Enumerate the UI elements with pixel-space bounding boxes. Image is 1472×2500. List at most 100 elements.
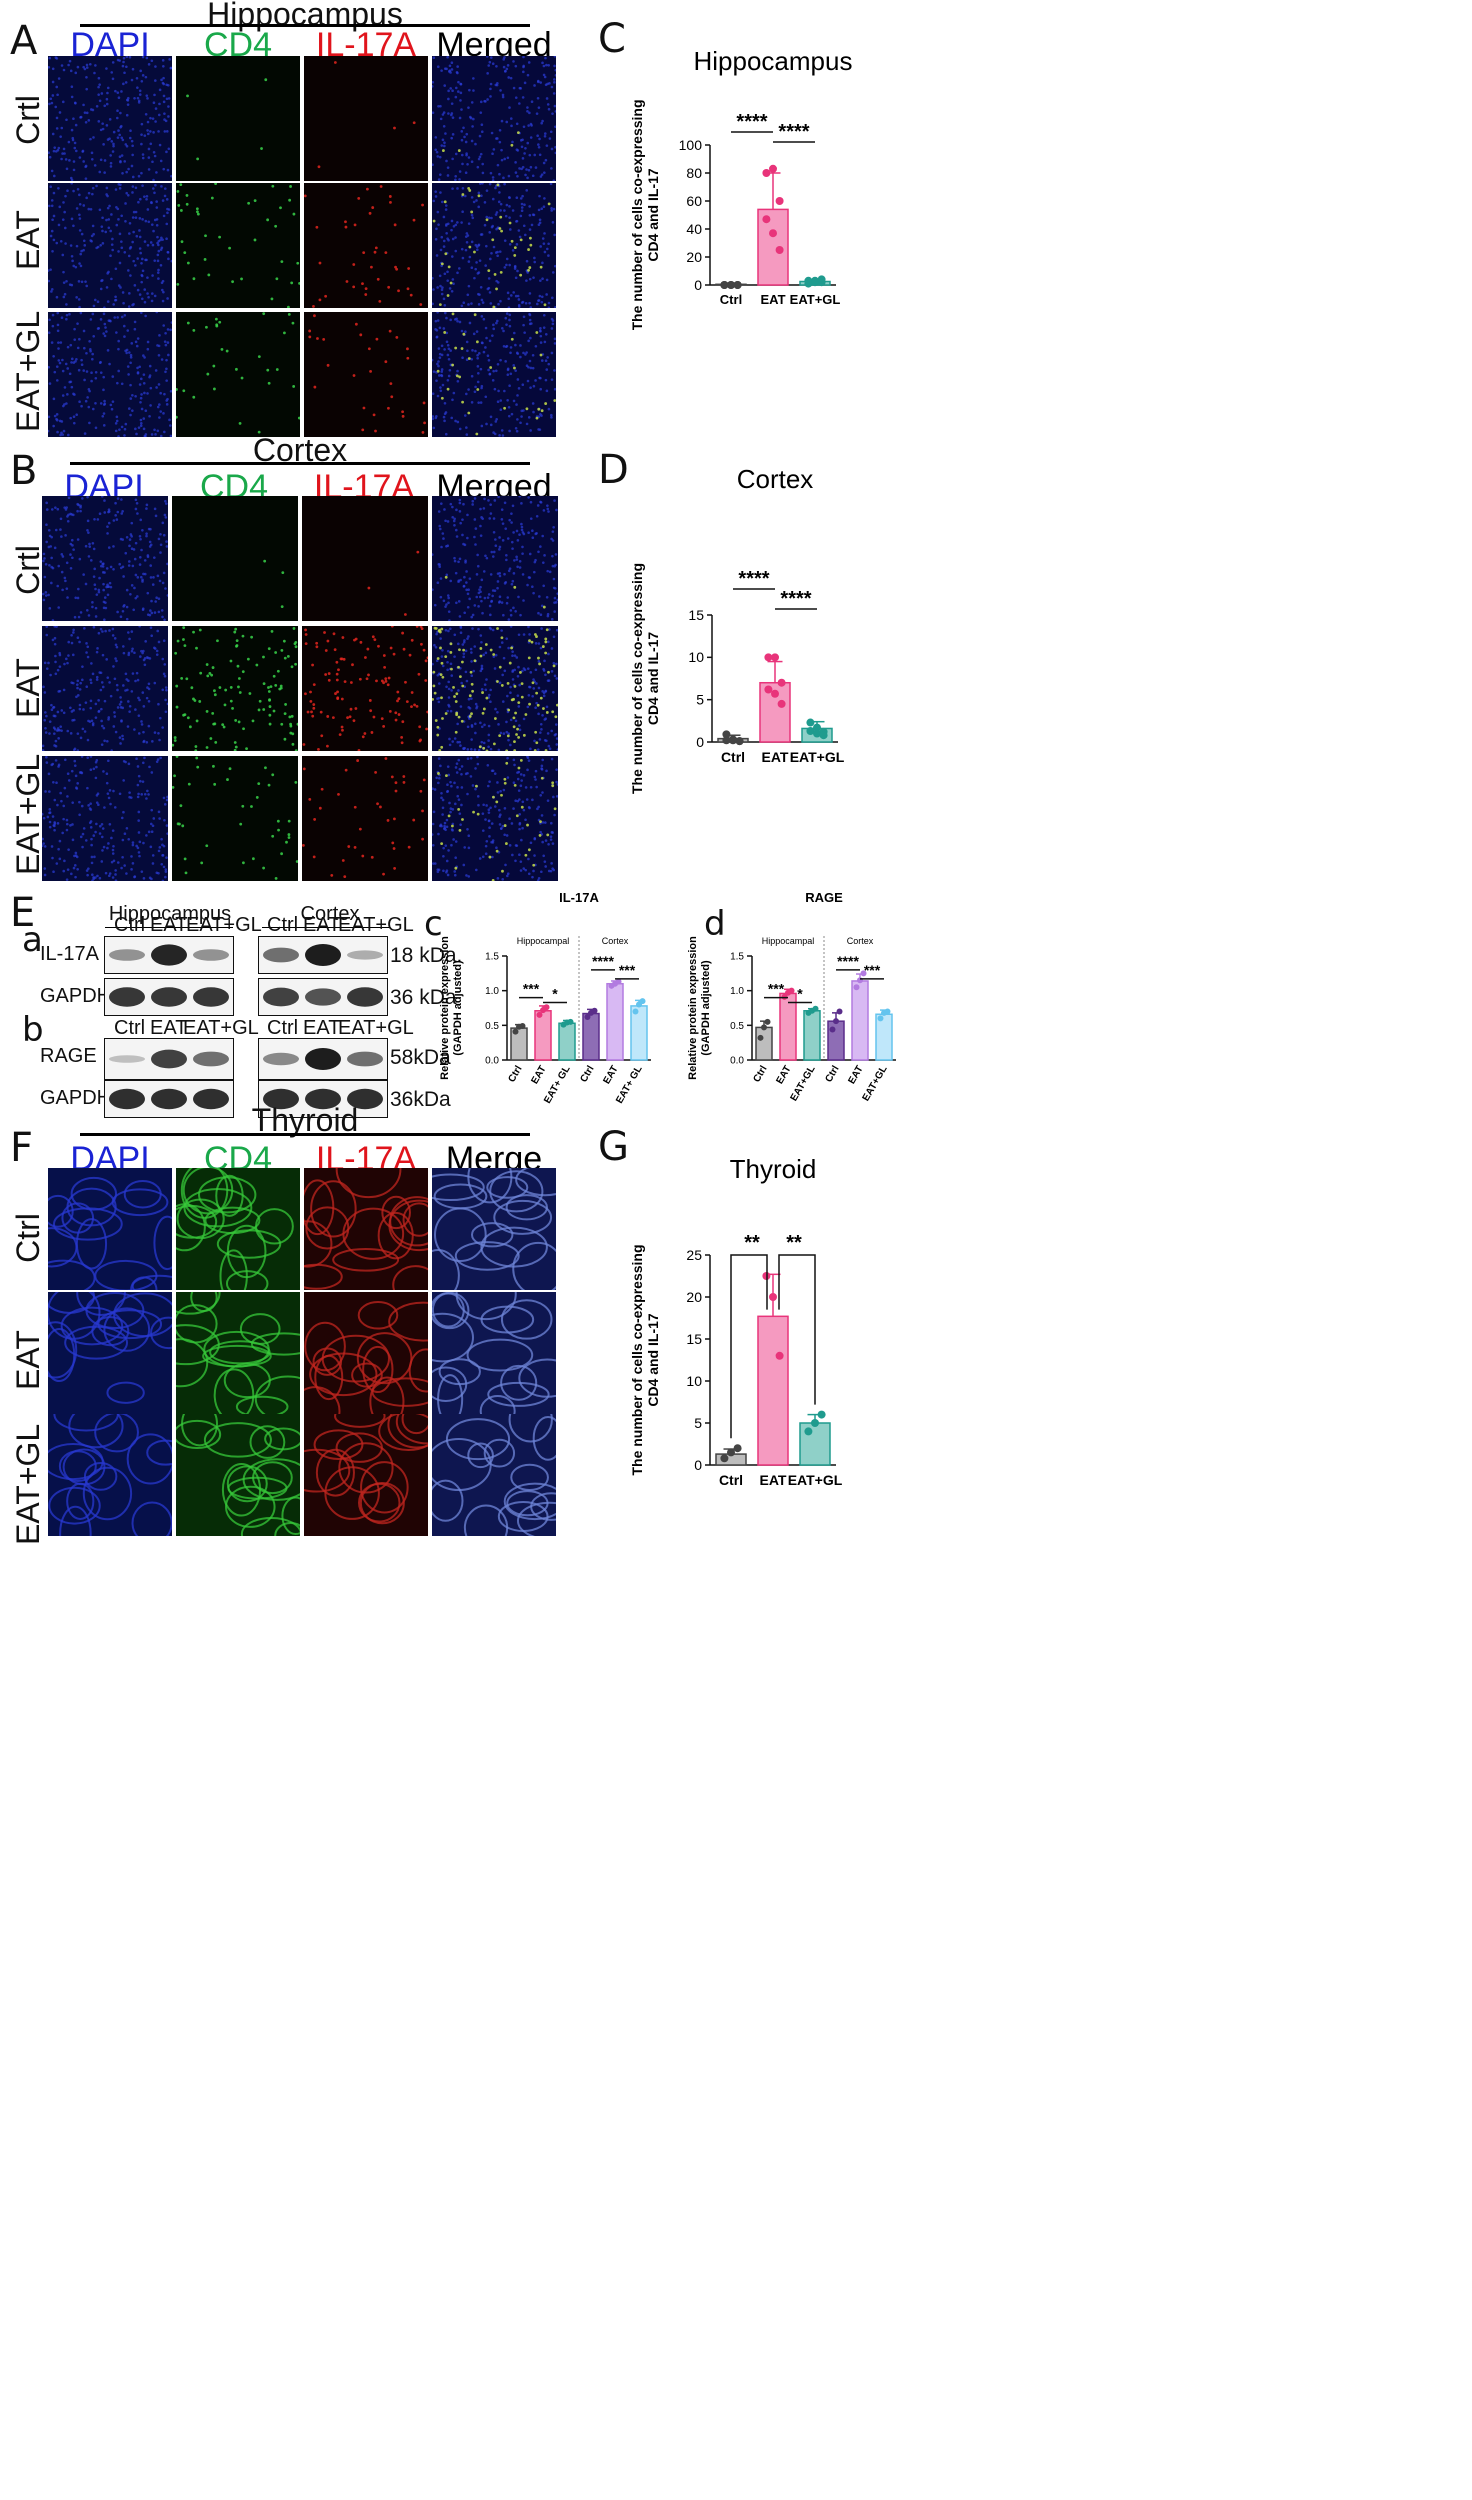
chartd-cat-label-4: EAT — [846, 1064, 865, 1086]
chartC-point-1-3 — [762, 215, 771, 224]
panel-label-d: D — [598, 447, 629, 493]
wb-a-h-lane-eatgl: EAT+GL — [186, 914, 262, 936]
chartC-title: Hippocampus — [694, 46, 853, 76]
chartd-ytick-label-0: 0.0 — [730, 1056, 744, 1067]
chartc-ylabel-1: (GAPDH adjusted) — [452, 960, 464, 1056]
chartc-point-4-2 — [615, 978, 622, 985]
chartG-bar-2 — [799, 1422, 831, 1466]
chartG-sig-label-1: ** — [786, 1232, 802, 1254]
panel-f-tile-r1-c1 — [176, 1292, 300, 1414]
chartG-cat-label-1: EAT — [760, 1472, 787, 1488]
chartC-cat-label-2: EAT+GL — [790, 292, 841, 307]
chartc-group-label-1: Cortex — [602, 936, 629, 946]
chartD-cat-label-2: EAT+GL — [790, 749, 845, 765]
chartc-ytick-label-0: 0.0 — [485, 1056, 499, 1067]
chartd-bar-4 — [851, 980, 869, 1061]
chartC-ytick-label-20: 20 — [686, 249, 702, 265]
panel-f-tile-r1-c2 — [304, 1292, 428, 1414]
chartd-ylabel-1: (GAPDH adjusted) — [700, 960, 712, 1056]
chartd-point-3-2 — [836, 1008, 843, 1015]
chartc-point-0-2 — [519, 1023, 526, 1030]
chartd-point-4-2 — [860, 970, 867, 977]
panel-f-tile-r0-c0 — [48, 1168, 172, 1290]
chartd-point-2-2 — [812, 1005, 819, 1012]
chartG-point-1-2 — [775, 1351, 784, 1360]
chart-d-cortex: Cortex The number of cells co-expressing C… — [629, 464, 845, 794]
chartd-cat-label-1: EAT — [774, 1064, 793, 1086]
chartc-point-1-2 — [543, 1004, 550, 1011]
chartD-ylabel-0: The number of cells co-expressing — [629, 563, 645, 794]
chartd-point-0-2 — [764, 1018, 771, 1025]
chartd-ylabel-0: Relative protein expression — [687, 936, 699, 1080]
chartd-point-5-2 — [884, 1008, 891, 1015]
chart-c-hippocampus: Hippocampus The number of cells co-expres… — [629, 46, 853, 330]
chartc-ylabel-0: Relative protein expression — [439, 936, 451, 1080]
panel-f-tile-r2-c0 — [48, 1414, 172, 1536]
chartc-cat-label-0: Ctrl — [506, 1064, 524, 1085]
chartD-sig-label-0: **** — [738, 568, 769, 590]
chartD-point-0-5 — [735, 737, 744, 746]
wb-hippocampus-line — [105, 927, 233, 928]
chartD-ytick-label-5: 5 — [696, 692, 704, 708]
wb-size-rage: 58kDa — [390, 1046, 451, 1069]
panel-f-tile-r2-c3 — [432, 1414, 556, 1536]
panel-b-tile-r2-c3 — [432, 756, 558, 881]
wb-label-il17a: IL-17A — [40, 943, 99, 965]
chartD-point-1-5 — [777, 699, 786, 708]
chartC-ylabel-0: The number of cells co-expressing — [629, 99, 645, 330]
wb-size-gapdh-b: 36kDa — [390, 1088, 451, 1111]
chartD-point-2-0 — [806, 718, 815, 727]
chartc-ytick-label-1.5: 1.5 — [485, 952, 499, 963]
chartd-group-label-0: Hippocampal — [762, 936, 815, 946]
panel-label-e: E — [10, 890, 36, 936]
panel-a-tile-r0-c2 — [304, 56, 428, 181]
panel-a-row-ctrl: Crtl — [10, 95, 46, 145]
panel-b-tile-r2-c2 — [302, 756, 428, 881]
chartD-point-0-4 — [729, 735, 737, 744]
chartc-ytick-label-1: 1.0 — [485, 986, 499, 997]
chartC-ytick-label-40: 40 — [686, 221, 702, 237]
chartD-title: Cortex — [737, 464, 814, 494]
panel-b-tile-r0-c1 — [172, 496, 298, 621]
chartD-point-0-0 — [722, 730, 731, 739]
chartc-point-5-2 — [639, 998, 646, 1005]
wb-cortex-title: Cortex — [300, 903, 360, 925]
chartG-ytick-label-15: 15 — [686, 1331, 702, 1347]
chartC-ytick-label-0: 0 — [694, 277, 702, 293]
chartd-point-3-0 — [829, 1026, 836, 1033]
wb-a-h-lane-eat: EAT — [150, 914, 188, 936]
chartG-point-2-0 — [804, 1427, 813, 1436]
chart-g-thyroid: Thyroid The number of cells co-expressing… — [629, 1154, 843, 1488]
wb-size-gapdh-a: 36 kDa — [390, 986, 457, 1009]
chartc-point-5-0 — [632, 1008, 639, 1015]
panel-f-row-eatgl: EAT+GL — [10, 1423, 46, 1545]
panel-b-tile-r0-c3 — [432, 496, 558, 621]
chartD-point-1-2 — [777, 678, 786, 687]
chart-c-il17a: IL-17A Relative protein expression (GAPDH … — [439, 890, 651, 1105]
panel-label-c: C — [598, 16, 626, 62]
chartc-group-label-0: Hippocampal — [517, 936, 570, 946]
panel-a-row-eat: EAT — [10, 210, 46, 270]
wb-label-rage: RAGE — [40, 1045, 97, 1067]
panel-f-row-eat: EAT — [10, 1330, 46, 1390]
chartC-sig-label-1: **** — [778, 121, 809, 143]
chartD-sig-label-1: **** — [780, 588, 811, 610]
chartc-bar-1 — [534, 1010, 552, 1061]
panel-b-title-line — [70, 462, 530, 465]
panel-a-tile-r1-c3 — [432, 183, 556, 308]
panel-a-tile-r0-c3 — [432, 56, 556, 181]
chartD-point-2-1 — [813, 723, 821, 732]
panel-a-title-line — [80, 24, 530, 27]
chartD-ylabel-1: CD4 and IL-17 — [645, 632, 661, 726]
chartC-point-1-1 — [769, 164, 777, 173]
chartG-title: Thyroid — [730, 1154, 817, 1184]
panel-label-g: G — [598, 1124, 629, 1170]
chartC-point-2-3 — [804, 276, 813, 285]
panel-f-tile-r0-c1 — [176, 1168, 300, 1290]
panel-a-tile-r0-c1 — [176, 56, 300, 181]
chartD-ytick-label-0: 0 — [696, 734, 704, 750]
chartc-ytick-label-0.5: 0.5 — [485, 1021, 499, 1032]
chartG-sig-bracket-1 — [778, 1254, 816, 1405]
wb-b-c-lane-eatgl: EAT+GL — [338, 1017, 414, 1039]
chartD-point-1-0 — [764, 653, 773, 662]
